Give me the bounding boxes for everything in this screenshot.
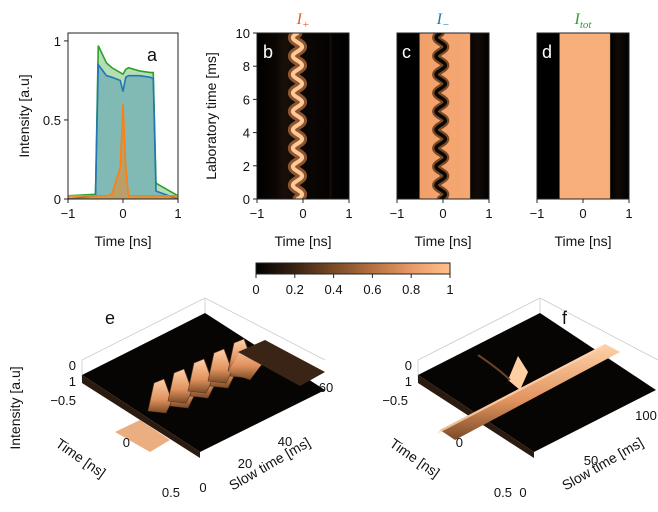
c-ticks-xtick-label: −1 [390,206,405,221]
e-ticks-ytick-label: 40 [278,434,292,449]
panel-f-ylabel: Slow time [ms] [559,434,646,493]
panel-f-tail [477,354,511,381]
panel-a-xlabel: Time [ns] [94,233,151,249]
colorbar-tick-label: 0.2 [286,282,304,297]
b-ticks-xtick-label: 1 [345,206,352,221]
b-ticks-xtick-label: 0 [299,206,306,221]
panel-c-ticks: −1 0 1 [390,199,493,221]
panel-d-letter: d [542,42,552,62]
f-ticks-xtick-label: −0.5 [382,393,408,408]
e-ticks-xtick-label: 0 [123,435,130,450]
panel-e-xlabel: Time [ns] [53,435,109,481]
c-ticks-xtick-label: 1 [485,206,492,221]
e-ticks-ytick-label: 0 [199,480,206,495]
e-ticks-xtick-label: 0.5 [162,485,180,500]
panel-b-xlabel: Time [ns] [274,233,331,249]
panel-a-series-1-line [67,62,179,200]
e-ticks-xtick-label: −0.5 [50,393,76,408]
e-ticks-ztick-label: 0 [69,358,76,373]
panel-d-xlabel: Time [ns] [554,233,611,249]
panel-a-ytick-label: 0 [54,192,61,207]
c-ticks-xtick-label: 0 [439,206,446,221]
panel-e-ridge [207,348,233,384]
panel-a-letter: a [147,45,158,65]
panel-a-ytick-label: 0.5 [43,113,61,128]
panel-d-background [537,33,629,199]
panel-e-surface-front-edge [82,375,200,458]
panel-a-xtick-label: −1 [61,206,76,221]
f-ticks-ztick-label: 1 [405,374,412,389]
panel-f-letter: f [562,308,568,328]
panel-a-ytick-label: 1 [54,34,61,49]
panel-f-pulse-highlight [437,344,605,434]
b-ticks-ytick-label: 10 [236,26,250,41]
panel-c-heatmap-iminus: −1 0 1 c I− Time [ns] [390,11,493,249]
panel-e-tail [238,340,325,386]
colorbar-ticks: 0 0.2 0.4 0.6 0.8 1 [252,274,454,297]
colorbar-tick-label: 0 [252,282,259,297]
b-ticks-ytick-label: 6 [243,92,250,107]
f-ticks-xtick-label: 0 [456,435,463,450]
panel-f-pulse-band [440,344,620,440]
colorbar: 0 0.2 0.4 0.6 0.8 1 [252,262,454,297]
f-ticks-xtick-label: 0.5 [494,485,512,500]
e-ticks-ytick-label: 60 [319,380,333,395]
panel-a-xtick-label: 1 [174,206,181,221]
b-ticks-ytick-label: 2 [243,159,250,174]
panel-b-trace [290,33,305,199]
f-ticks-ztick-label: 0 [405,358,412,373]
panel-b-title: I+ [296,11,310,31]
panel-a-intensity-profile: −1 0 100.51 a Time [ns] Intensity [a.u] [16,32,182,249]
panel-f-peak [508,356,528,390]
panel-d-ticks: −1 0 1 [530,199,633,221]
f-ticks-ytick-label: 50 [584,453,598,468]
b-ticks-xtick-label: −1 [250,206,265,221]
d-ticks-xtick-label: 0 [579,206,586,221]
panel-c-letter: c [402,42,411,62]
f-ticks-ytick-label: 0 [519,485,526,500]
b-ticks-ytick-label: 4 [243,126,250,141]
panel-e-ridge [167,368,193,404]
panel-b-letter: b [263,42,273,62]
panel-a-series-2-area [68,104,178,199]
colorbar-tick-label: 0.4 [325,282,343,297]
panel-a-series-group [67,45,179,200]
panel-a-series-0-line [67,45,179,197]
panel-c-dip [434,33,448,199]
panel-a-ylabel: Intensity [a.u] [16,74,32,157]
panel-c-xlabel: Time [ns] [414,233,471,249]
panel-a-xtick-label: 0 [119,206,126,221]
e-ticks-ztick-label: 1 [69,374,76,389]
panel-a-series-2-line [68,104,178,197]
colorbar-tick-label: 0.8 [402,282,420,297]
panel-d-title: Itot [574,11,593,31]
panel-e-letter: e [105,308,115,328]
e-ticks-ytick-label: 20 [238,456,252,471]
panel-f-xlabel: Time [ns] [387,435,443,481]
panel-e-ridge [187,358,213,394]
colorbar-gradient [255,262,451,275]
panel-b-ylabel: Laboratory time [ms] [203,52,219,180]
panel-e-ridge [147,378,173,414]
b-ticks-ytick-label: 8 [243,59,250,74]
b-ticks-ytick-label: 0 [243,192,250,207]
panel-c-title: I− [436,11,450,31]
panel-d-heatmap-itot: −1 0 1 d Itot Time [ns] [530,11,633,249]
panel-e-bright-edge [115,420,170,452]
colorbar-tick-label: 1 [446,282,453,297]
d-ticks-xtick-label: 1 [625,206,632,221]
panel-a-ticks: −1 0 100.51 [43,34,182,221]
d-ticks-xtick-label: −1 [530,206,545,221]
panel-e-zlabel: Intensity [a.u] [7,366,23,449]
colorbar-tick-label: 0.6 [363,282,381,297]
panel-a-series-1-area [68,64,178,199]
f-ticks-ytick-label: 100 [635,408,657,423]
